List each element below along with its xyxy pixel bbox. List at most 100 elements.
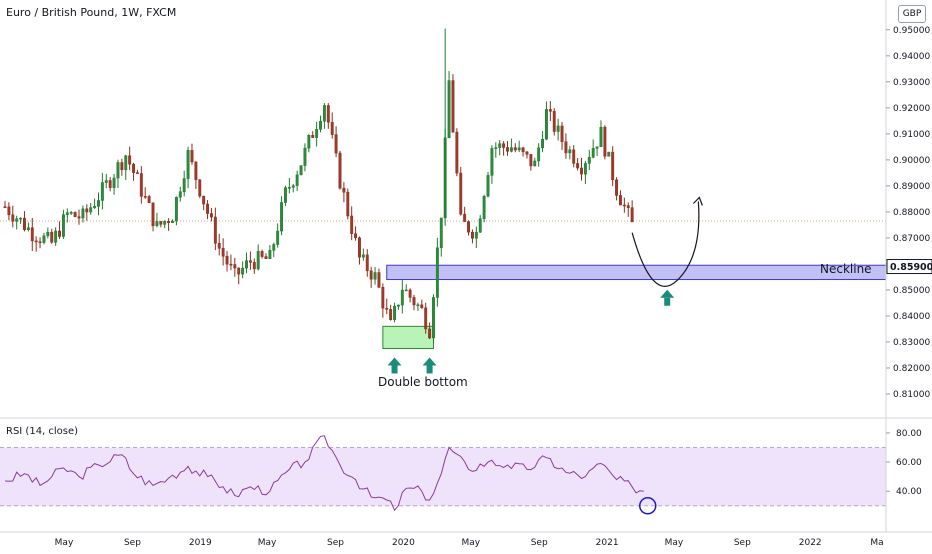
candle-body bbox=[451, 80, 455, 133]
annotation-bands bbox=[0, 220, 887, 349]
candle-body bbox=[159, 221, 163, 225]
neckline-zone bbox=[386, 264, 887, 281]
candle-body bbox=[548, 109, 552, 112]
candle-body bbox=[93, 206, 97, 208]
candle-body bbox=[34, 240, 38, 243]
candle-body bbox=[396, 304, 400, 307]
arrow-head bbox=[387, 357, 402, 366]
candle-body bbox=[69, 212, 73, 214]
candle-body bbox=[3, 206, 7, 208]
candle-body bbox=[163, 220, 167, 225]
candle-body bbox=[408, 289, 412, 298]
candle-body bbox=[186, 150, 190, 179]
candle-body bbox=[11, 214, 15, 222]
candle-body bbox=[599, 126, 603, 148]
candle-body bbox=[459, 172, 463, 215]
candle-body bbox=[108, 180, 112, 188]
candle-body bbox=[202, 195, 206, 205]
candle-body bbox=[568, 149, 572, 154]
candle-body bbox=[615, 179, 619, 196]
candle-body bbox=[210, 213, 213, 218]
candle-body bbox=[428, 328, 432, 339]
candle-body bbox=[560, 125, 564, 142]
candle-body bbox=[502, 143, 506, 148]
time-tick-label: 2021 bbox=[596, 538, 619, 548]
candle-body bbox=[552, 111, 556, 132]
current-price-label: 0.85900 bbox=[890, 262, 932, 273]
candle-body bbox=[268, 250, 272, 259]
candle-body bbox=[89, 207, 93, 213]
candle-body bbox=[178, 191, 182, 198]
candle-body bbox=[478, 218, 482, 233]
candle-body bbox=[630, 207, 634, 223]
candle-body bbox=[245, 260, 248, 269]
candle-body bbox=[264, 256, 268, 259]
candle-body bbox=[311, 134, 315, 138]
candle-body bbox=[381, 287, 385, 309]
price-tick-label: 0.88000 bbox=[893, 208, 930, 218]
candle-body bbox=[498, 143, 502, 148]
projection-arrowhead bbox=[692, 196, 703, 206]
candle-body bbox=[182, 178, 186, 192]
candle-body bbox=[342, 187, 346, 193]
candle-body bbox=[455, 131, 459, 174]
candle-body bbox=[135, 172, 139, 174]
candle-body bbox=[147, 196, 151, 204]
candle-body bbox=[369, 270, 373, 280]
candle-body bbox=[77, 216, 81, 219]
arrow-head bbox=[660, 289, 675, 298]
candle-body bbox=[319, 120, 322, 130]
candle-body bbox=[100, 182, 104, 201]
candle-body bbox=[595, 146, 599, 149]
candle-body bbox=[206, 203, 210, 214]
candle-body bbox=[400, 289, 404, 306]
price-tick-label: 0.91000 bbox=[893, 130, 930, 140]
candle-body bbox=[583, 163, 587, 175]
candle-body bbox=[50, 231, 54, 243]
candle-body bbox=[404, 289, 408, 292]
rsi-band bbox=[0, 447, 886, 506]
candle-body bbox=[116, 162, 120, 179]
candle-body bbox=[85, 208, 89, 213]
candle-body bbox=[576, 163, 580, 169]
chart-title: Euro / British Pound, 1W, FXCM bbox=[6, 6, 177, 19]
time-tick-label: Sep bbox=[531, 538, 548, 548]
rsi-line bbox=[4, 435, 644, 512]
bottom-arrow bbox=[387, 357, 402, 374]
candle-body bbox=[544, 109, 548, 140]
candle-body bbox=[120, 162, 124, 170]
candle-body bbox=[139, 173, 143, 197]
candle-body bbox=[330, 122, 334, 135]
candle-body bbox=[167, 220, 171, 223]
candle-body bbox=[463, 213, 467, 222]
candle-body bbox=[322, 105, 326, 122]
candle-body bbox=[81, 208, 85, 219]
current-price-tag bbox=[886, 259, 932, 275]
candle-body bbox=[416, 304, 420, 307]
candle-body bbox=[194, 161, 198, 181]
candle-body bbox=[217, 243, 221, 249]
candle-body bbox=[509, 147, 513, 152]
double-bottom-label: Double bottom bbox=[378, 375, 468, 389]
candle-body bbox=[533, 160, 537, 167]
arrow-shaft bbox=[391, 365, 398, 374]
candle-body bbox=[73, 212, 77, 217]
target-arrow bbox=[660, 289, 675, 306]
candle-body bbox=[284, 187, 287, 203]
arrow-shaft bbox=[664, 297, 671, 306]
arrow-shaft bbox=[426, 365, 433, 374]
candle-body bbox=[389, 309, 393, 320]
candle-body bbox=[276, 230, 280, 245]
candle-body bbox=[58, 230, 61, 237]
candle-body bbox=[252, 262, 256, 270]
candle-body bbox=[373, 272, 377, 280]
candle-body bbox=[490, 148, 494, 176]
candle-body bbox=[65, 212, 69, 215]
price-tick-label: 0.81000 bbox=[893, 390, 930, 400]
candle-body bbox=[537, 147, 541, 162]
rsi-tick-label: 80.00 bbox=[896, 429, 922, 439]
candle-body bbox=[607, 151, 611, 157]
currency-badge[interactable]: GBP bbox=[898, 5, 926, 23]
